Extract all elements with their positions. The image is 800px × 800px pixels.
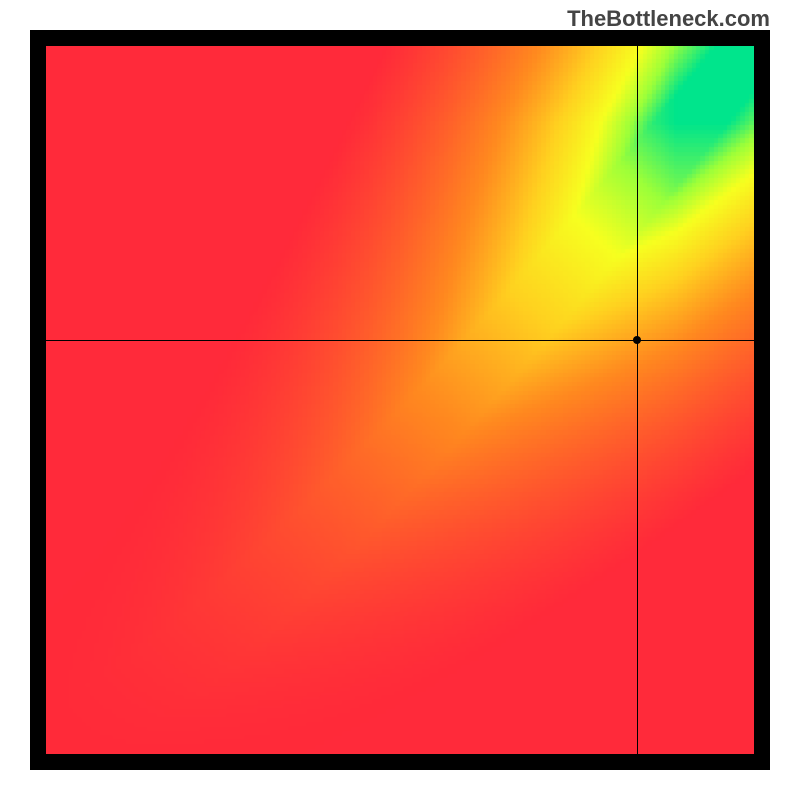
crosshair-marker [633, 336, 641, 344]
crosshair-vertical [637, 46, 638, 754]
heatmap-plot [46, 46, 754, 754]
chart-frame [30, 30, 770, 770]
watermark-text: TheBottleneck.com [567, 6, 770, 32]
crosshair-horizontal [46, 340, 754, 341]
heatmap-canvas [46, 46, 754, 754]
